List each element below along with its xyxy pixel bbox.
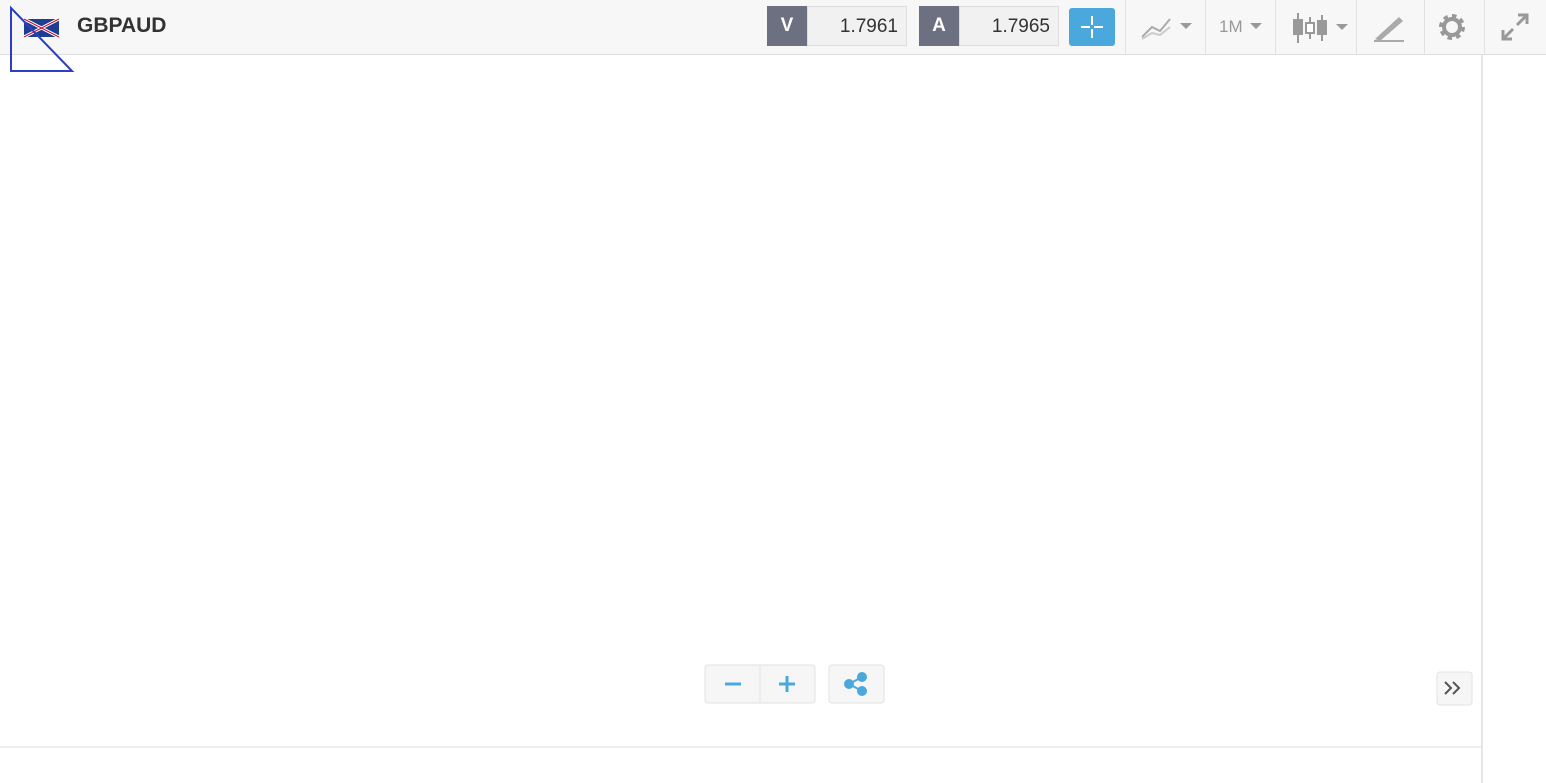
separator: [1205, 0, 1206, 55]
timeframe-caret: [1250, 23, 1262, 29]
fullscreen-button[interactable]: [1500, 12, 1530, 42]
settings-button[interactable]: [1437, 12, 1467, 42]
separator: [1356, 0, 1357, 55]
toolbar: GBPAUD V 1.7961 A 1.7965 1M: [0, 0, 1546, 72]
separator: [1484, 0, 1485, 55]
plot-area: [0, 55, 1482, 747]
sell-label[interactable]: V: [767, 6, 807, 46]
triangle-drawing: [10, 5, 75, 72]
scroll-icon: [1444, 681, 1461, 695]
scroll-right[interactable]: [1436, 671, 1473, 706]
buy-label[interactable]: A: [919, 6, 959, 46]
zoom-in[interactable]: [779, 676, 795, 692]
sell-price[interactable]: 1.7961: [807, 6, 907, 46]
share-button[interactable]: [844, 672, 867, 696]
chart-type-button[interactable]: [1290, 11, 1350, 45]
indicators-button[interactable]: [1138, 13, 1198, 43]
flag-drawing: [10, 5, 75, 72]
separator: [1125, 0, 1126, 55]
separator: [1275, 0, 1276, 55]
separator: [1424, 0, 1425, 55]
draw-button[interactable]: [1372, 12, 1406, 42]
zoom-controls: [704, 664, 1473, 706]
flag-cross-red: [23, 18, 60, 38]
symbol: GBPAUD: [77, 14, 167, 37]
crosshair-button[interactable]: [1069, 8, 1115, 46]
buy-price[interactable]: 1.7965: [959, 6, 1059, 46]
share-box: [828, 664, 885, 704]
timeframe[interactable]: 1M: [1219, 17, 1243, 36]
